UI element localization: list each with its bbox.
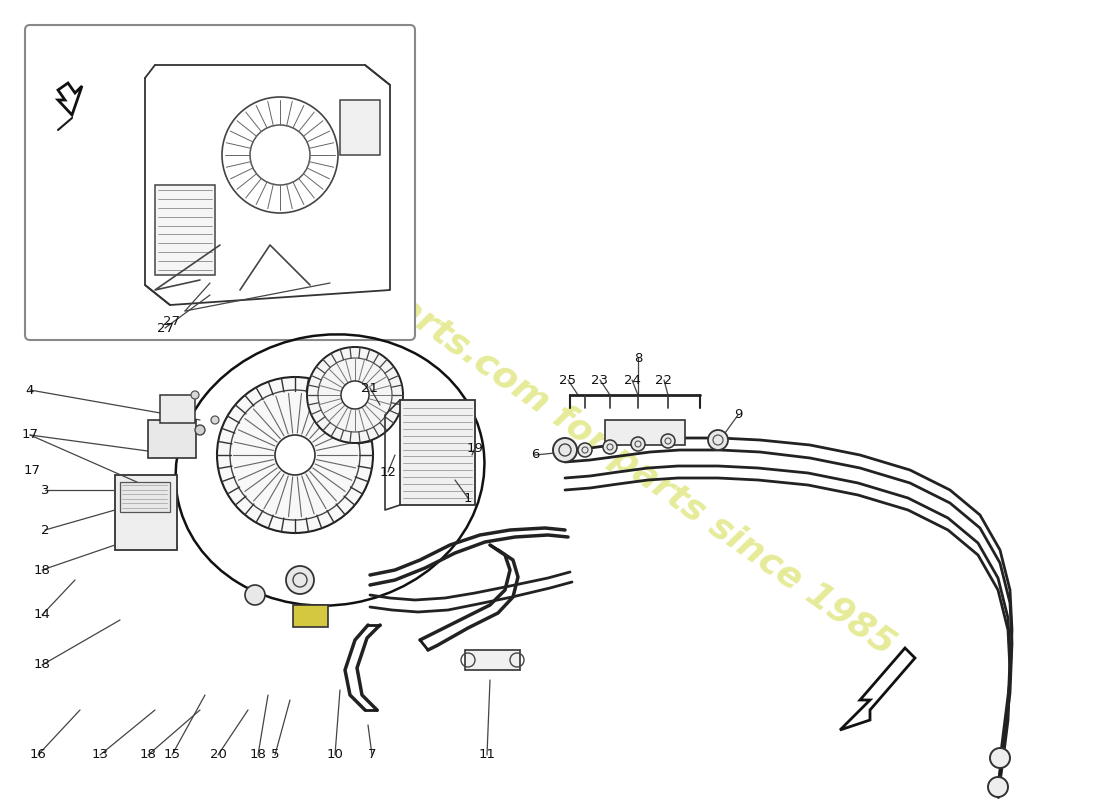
Text: 16: 16: [30, 749, 46, 762]
Text: 8: 8: [634, 351, 642, 365]
Text: 10: 10: [327, 749, 343, 762]
Text: 25: 25: [560, 374, 576, 386]
Text: 20: 20: [210, 749, 227, 762]
Circle shape: [245, 585, 265, 605]
Circle shape: [275, 435, 315, 475]
Circle shape: [191, 391, 199, 399]
Polygon shape: [58, 83, 82, 115]
Text: 4: 4: [25, 383, 34, 397]
Text: 14: 14: [34, 609, 51, 622]
Bar: [465, 650, 520, 670]
Bar: [605, 420, 685, 445]
Circle shape: [553, 438, 578, 462]
Circle shape: [341, 381, 368, 409]
Text: 9: 9: [734, 409, 742, 422]
Text: 18: 18: [250, 749, 266, 762]
Text: 6: 6: [531, 449, 539, 462]
Text: 2: 2: [41, 523, 50, 537]
Bar: [160, 395, 195, 423]
Text: 1: 1: [464, 491, 472, 505]
Circle shape: [661, 434, 675, 448]
Text: 17: 17: [23, 463, 41, 477]
Bar: [155, 185, 214, 275]
Text: 15: 15: [164, 749, 180, 762]
Text: 24: 24: [624, 374, 640, 386]
Bar: [148, 420, 196, 458]
Text: 7: 7: [367, 749, 376, 762]
Text: 13: 13: [91, 749, 109, 762]
Bar: [400, 400, 475, 505]
Bar: [116, 475, 177, 550]
Text: e-AutoParts.com for parts since 1985: e-AutoParts.com for parts since 1985: [258, 198, 901, 662]
Text: 11: 11: [478, 749, 495, 762]
Polygon shape: [840, 648, 915, 730]
Text: 19: 19: [466, 442, 483, 454]
Text: 18: 18: [140, 749, 156, 762]
Circle shape: [708, 430, 728, 450]
Circle shape: [603, 440, 617, 454]
Circle shape: [286, 566, 313, 594]
Circle shape: [217, 377, 373, 533]
Text: 18: 18: [34, 658, 51, 671]
Text: 23: 23: [592, 374, 608, 386]
Text: 27: 27: [156, 322, 174, 334]
Circle shape: [195, 425, 205, 435]
Text: 5: 5: [271, 749, 279, 762]
Bar: [120, 482, 170, 512]
Text: 3: 3: [41, 483, 50, 497]
Circle shape: [990, 748, 1010, 768]
Bar: [293, 605, 328, 627]
Circle shape: [988, 777, 1008, 797]
FancyBboxPatch shape: [25, 25, 415, 340]
Text: 21: 21: [362, 382, 378, 394]
Text: 27: 27: [164, 315, 180, 328]
Bar: [340, 100, 379, 155]
Text: 22: 22: [656, 374, 672, 386]
Circle shape: [211, 416, 219, 424]
Circle shape: [631, 437, 645, 451]
Text: 17: 17: [22, 429, 38, 442]
Circle shape: [307, 347, 403, 443]
Text: 18: 18: [34, 563, 51, 577]
Text: 12: 12: [379, 466, 396, 478]
Circle shape: [578, 443, 592, 457]
